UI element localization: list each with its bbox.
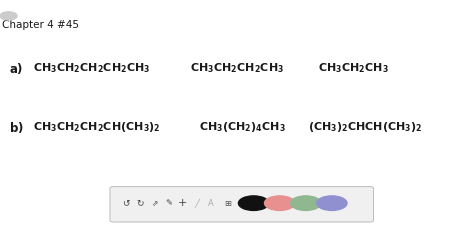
Text: $\mathdefault{CH_3CH_2CH_2CH(CH_3)_2}$: $\mathdefault{CH_3CH_2CH_2CH(CH_3)_2}$ [33, 120, 161, 134]
Text: ⊞: ⊞ [224, 199, 231, 208]
Text: ⇗: ⇗ [151, 199, 157, 208]
Circle shape [0, 12, 17, 20]
Circle shape [264, 196, 295, 210]
Text: $\mathdefault{CH_3(CH_2)_4CH_3}$: $\mathdefault{CH_3(CH_2)_4CH_3}$ [199, 120, 286, 134]
Text: $\mathbf{a)}$: $\mathbf{a)}$ [9, 61, 24, 76]
Circle shape [317, 196, 347, 210]
Circle shape [291, 196, 321, 210]
Text: $\mathdefault{CH_3CH_2CH_2CH_3}$: $\mathdefault{CH_3CH_2CH_2CH_3}$ [190, 61, 284, 75]
Text: +: + [178, 198, 187, 208]
Text: $\mathdefault{CH_3CH_2CH_3}$: $\mathdefault{CH_3CH_2CH_3}$ [318, 61, 388, 75]
Text: $\mathdefault{CH_3CH_2CH_2CH_2CH_3}$: $\mathdefault{CH_3CH_2CH_2CH_2CH_3}$ [33, 61, 151, 75]
Text: $\mathdefault{(CH_3)_2CHCH(CH_3)_2}$: $\mathdefault{(CH_3)_2CHCH(CH_3)_2}$ [308, 120, 423, 134]
Text: ↺: ↺ [122, 199, 129, 208]
Circle shape [238, 196, 269, 210]
FancyBboxPatch shape [110, 187, 374, 222]
Text: ✎: ✎ [165, 199, 172, 208]
Text: $\mathbf{b)}$: $\mathbf{b)}$ [9, 120, 24, 135]
Text: A: A [208, 199, 214, 208]
Text: ╱: ╱ [194, 198, 199, 208]
Text: ↻: ↻ [136, 199, 144, 208]
Text: Chapter 4 #45: Chapter 4 #45 [2, 20, 79, 30]
